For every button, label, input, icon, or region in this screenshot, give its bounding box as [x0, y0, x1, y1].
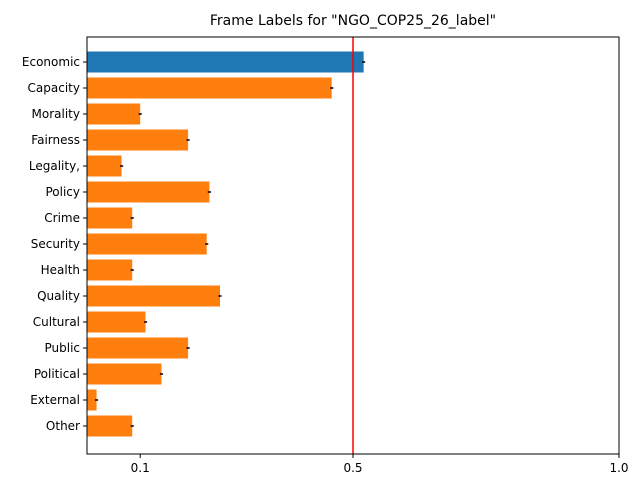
x-tick-label: 0.5 [343, 461, 362, 475]
y-tick-label: Quality [37, 289, 80, 303]
chart-title: Frame Labels for "NGO_COP25_26_label" [210, 13, 496, 29]
y-axis: Economic Capacity Morality Fairness Legality… [22, 55, 87, 433]
bar-public [87, 337, 189, 359]
y-tick-label: Security [31, 237, 80, 251]
error-bars-group [94, 61, 366, 427]
y-tick-label: Economic [22, 55, 80, 69]
bar-cultural [87, 311, 146, 333]
y-tick-label: Cultural [33, 315, 80, 329]
bar-policy [87, 181, 210, 203]
y-tick-label: External [30, 393, 80, 407]
bars-group [87, 51, 364, 437]
bar-political [87, 363, 162, 385]
bar-morality [87, 103, 141, 125]
bar-other [87, 415, 133, 437]
x-axis: 0.1 0.5 1.0 [131, 454, 629, 475]
bar-fairness [87, 129, 189, 151]
y-tick-label: Health [41, 263, 80, 277]
bar-health [87, 259, 133, 281]
bar-capacity [87, 77, 332, 99]
x-tick-label: 1.0 [609, 461, 628, 475]
bar-crime [87, 207, 133, 229]
bar-legality [87, 155, 122, 177]
y-tick-label: Policy [45, 185, 80, 199]
x-tick-label: 0.1 [131, 461, 150, 475]
y-tick-label: Legality, [29, 159, 80, 173]
y-tick-label: Capacity [28, 81, 80, 95]
y-tick-label: Public [44, 341, 80, 355]
bar-external [87, 389, 97, 411]
bar-quality [87, 285, 220, 307]
bar-security [87, 233, 207, 255]
y-tick-label: Crime [44, 211, 80, 225]
y-tick-label: Political [34, 367, 80, 381]
bar-economic [87, 51, 364, 73]
y-tick-label: Morality [32, 107, 80, 121]
y-tick-label: Fairness [31, 133, 80, 147]
y-tick-label: Other [46, 419, 80, 433]
